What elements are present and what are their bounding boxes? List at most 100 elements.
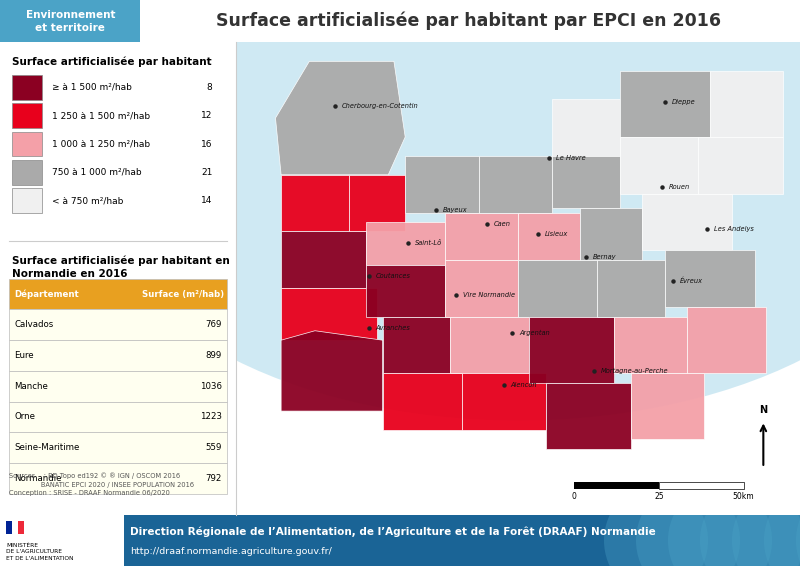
Text: 8: 8 (206, 83, 213, 92)
Text: Le Havre: Le Havre (556, 155, 586, 161)
Bar (6, 521, 12, 534)
Text: 50km: 50km (733, 492, 754, 501)
Ellipse shape (668, 484, 772, 566)
Text: Cherbourg-en-Cotentin: Cherbourg-en-Cotentin (342, 103, 418, 109)
Bar (72, 22, 86, 32)
Ellipse shape (604, 484, 708, 566)
Text: Bernay: Bernay (593, 255, 616, 260)
Text: < à 750 m²/hab: < à 750 m²/hab (52, 196, 123, 205)
Bar (14, 22, 29, 32)
Bar (14, 0, 29, 11)
Text: 21: 21 (201, 168, 213, 177)
Polygon shape (552, 99, 619, 156)
Bar (574, 482, 659, 489)
Polygon shape (580, 208, 642, 260)
Bar (10, 371, 226, 402)
Bar (86, 11, 101, 21)
Ellipse shape (732, 484, 800, 566)
Polygon shape (687, 307, 766, 374)
Text: Vire Normandie: Vire Normandie (462, 292, 515, 298)
Text: Orne: Orne (14, 413, 35, 422)
Polygon shape (366, 222, 445, 264)
Bar (86, 32, 101, 42)
Text: Manche: Manche (14, 382, 48, 391)
Text: 750 à 1 000 m²/hab: 750 à 1 000 m²/hab (52, 168, 142, 177)
Bar (86, 22, 101, 32)
Text: Surface artificialisée par habitant: Surface artificialisée par habitant (12, 57, 211, 67)
Bar (58, 32, 72, 42)
Bar (101, 11, 115, 21)
Polygon shape (281, 331, 382, 411)
Text: Normandie: Normandie (14, 474, 62, 483)
Bar (14, 11, 29, 21)
Bar (12, 188, 42, 213)
Text: 1036: 1036 (200, 382, 222, 391)
Polygon shape (518, 260, 597, 316)
Bar (12, 132, 42, 156)
Text: Coutances: Coutances (375, 273, 410, 280)
Polygon shape (630, 374, 704, 439)
Text: 1 250 à 1 500 m²/hab: 1 250 à 1 500 m²/hab (52, 111, 150, 120)
Bar (10, 279, 226, 310)
Polygon shape (642, 194, 732, 250)
Bar (29, 11, 43, 21)
Bar (12, 160, 42, 185)
Text: Seine-Maritime: Seine-Maritime (14, 443, 79, 452)
Bar (72, 0, 86, 11)
Text: Lisieux: Lisieux (545, 231, 568, 237)
Bar (140, 0, 800, 42)
Bar (43, 22, 58, 32)
Bar (101, 32, 115, 42)
Bar (58, 22, 72, 32)
Polygon shape (382, 316, 450, 374)
Bar (43, 32, 58, 42)
Text: N: N (759, 405, 767, 415)
Polygon shape (445, 213, 518, 260)
Bar (10, 310, 226, 340)
Bar (0, 22, 14, 32)
Polygon shape (552, 156, 619, 208)
Polygon shape (597, 260, 665, 316)
Text: Environnement
et territoire: Environnement et territoire (26, 10, 115, 33)
Polygon shape (405, 156, 478, 213)
Bar (0, 0, 140, 42)
Bar (72, 32, 86, 42)
Bar (10, 402, 226, 432)
Ellipse shape (95, 0, 800, 421)
Text: http://draaf.normandie.agriculture.gouv.fr/: http://draaf.normandie.agriculture.gouv.… (130, 547, 332, 556)
Text: Les Andelys: Les Andelys (714, 226, 754, 232)
Text: Mortagne-au-Perche: Mortagne-au-Perche (601, 368, 669, 374)
Text: Surface artificialisée par habitant par EPCI en 2016: Surface artificialisée par habitant par … (215, 12, 721, 31)
Text: Département: Département (14, 289, 79, 299)
Polygon shape (349, 175, 405, 231)
Bar (101, 0, 115, 11)
Ellipse shape (636, 484, 740, 566)
Polygon shape (546, 383, 630, 449)
Ellipse shape (700, 484, 800, 566)
Text: Saint-Lô: Saint-Lô (414, 241, 442, 246)
Polygon shape (698, 137, 783, 194)
Polygon shape (445, 260, 518, 316)
Text: Direction Régionale de l’Alimentation, de l’Agriculture et de la Forêt (DRAAF) N: Direction Régionale de l’Alimentation, d… (130, 526, 656, 537)
Text: Surface artificialisée par habitant en
Normandie en 2016: Surface artificialisée par habitant en N… (12, 255, 230, 279)
Text: Sources    : BD Topo ed192 © ® IGN / OSCOM 2016
               BANATIC EPCI 2020: Sources : BD Topo ed192 © ® IGN / OSCOM … (10, 473, 194, 496)
Polygon shape (710, 71, 783, 137)
Bar (10, 432, 226, 463)
Text: MINISTÈRE
DE L'AGRICULTURE
ET DE L'ALIMENTATION: MINISTÈRE DE L'AGRICULTURE ET DE L'ALIME… (6, 543, 74, 561)
Ellipse shape (764, 484, 800, 566)
Bar (12, 521, 18, 534)
Ellipse shape (796, 484, 800, 566)
Bar (115, 32, 130, 42)
Text: Calvados: Calvados (14, 320, 54, 329)
Text: 559: 559 (206, 443, 222, 452)
Text: 16: 16 (201, 140, 213, 148)
Text: 792: 792 (206, 474, 222, 483)
Bar (12, 104, 42, 128)
Bar (86, 0, 101, 11)
Polygon shape (281, 288, 377, 340)
Text: Bayeux: Bayeux (443, 207, 468, 213)
Bar (14, 32, 29, 42)
Text: Rouen: Rouen (669, 183, 690, 190)
Polygon shape (382, 374, 462, 430)
Text: 899: 899 (206, 351, 222, 360)
